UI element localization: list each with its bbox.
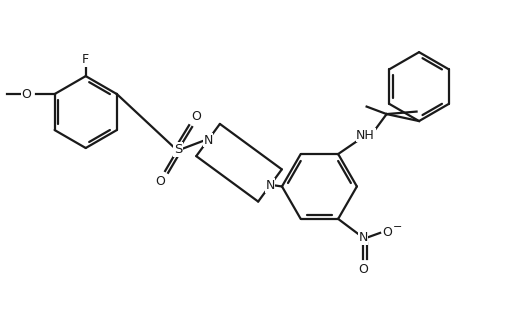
Text: N: N — [204, 134, 213, 147]
Text: N: N — [358, 231, 368, 244]
Text: S: S — [174, 143, 183, 156]
Text: O: O — [382, 226, 392, 240]
Text: NH: NH — [356, 129, 375, 142]
Text: O: O — [358, 263, 368, 276]
Text: O: O — [156, 175, 166, 188]
Text: O: O — [191, 110, 201, 123]
Text: N: N — [265, 179, 275, 192]
Text: O: O — [22, 88, 32, 100]
Text: F: F — [82, 53, 89, 66]
Text: −: − — [392, 222, 402, 232]
